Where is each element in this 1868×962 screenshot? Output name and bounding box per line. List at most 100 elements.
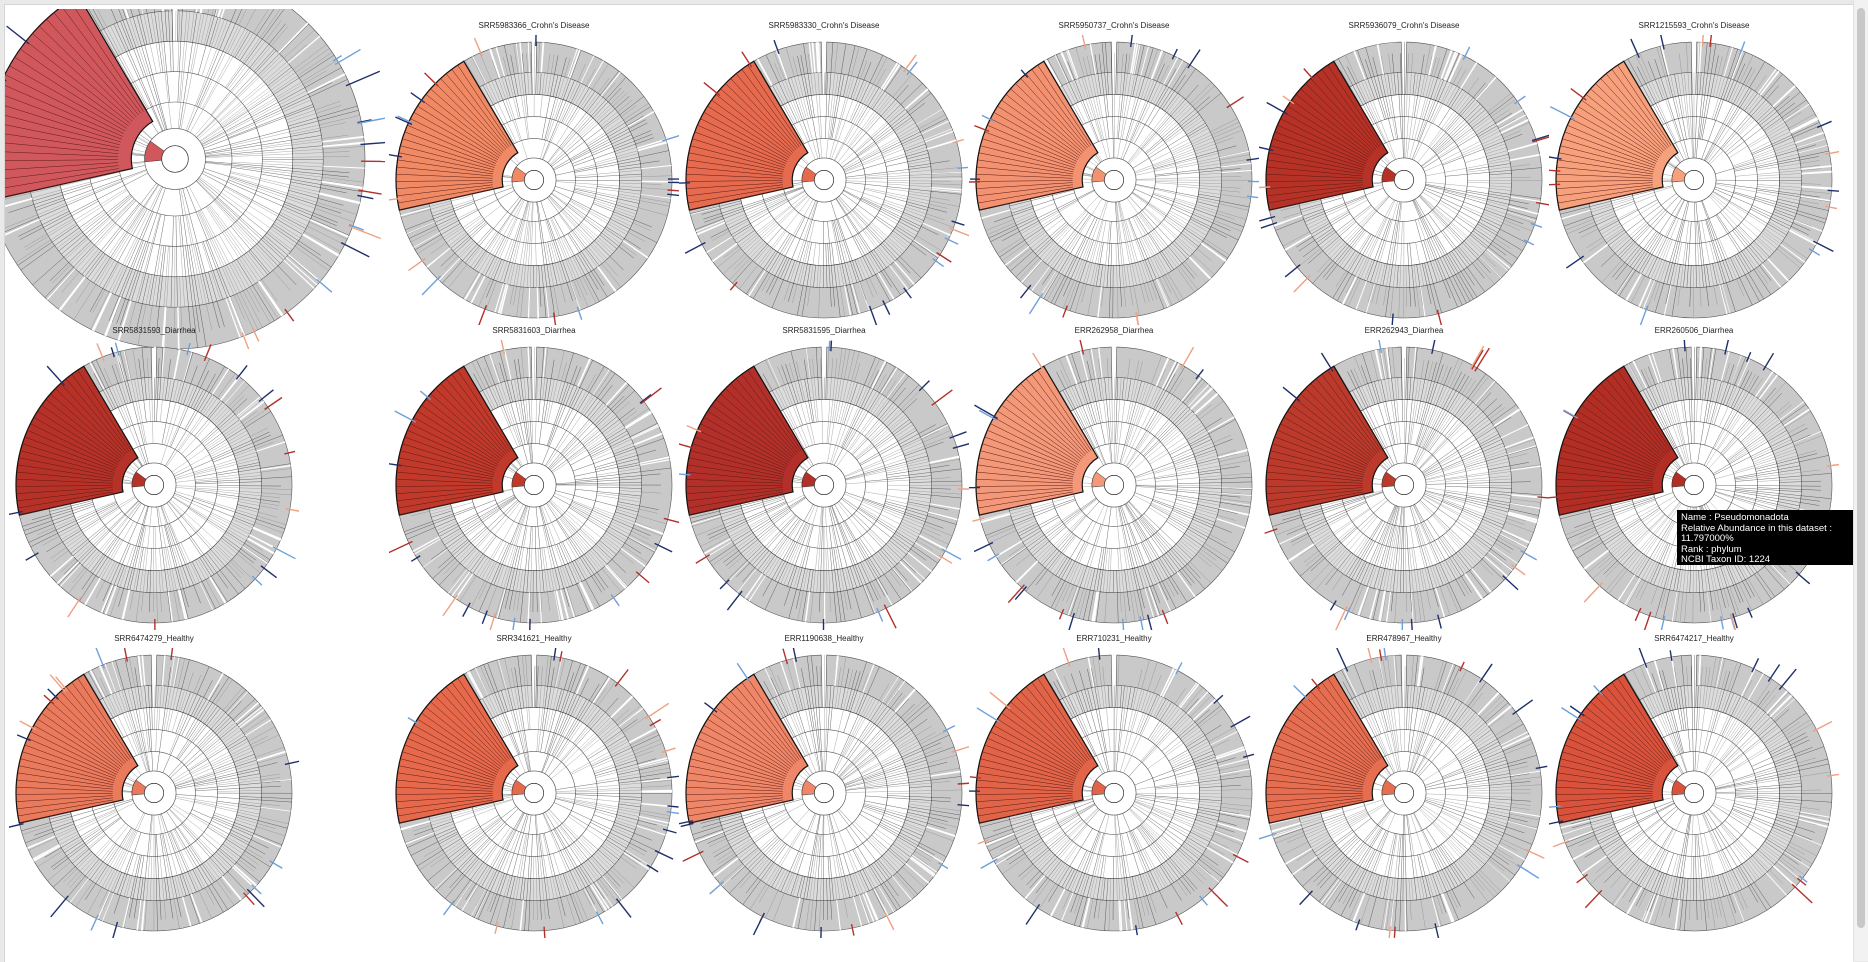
abundance-spike: [737, 663, 749, 681]
abundance-spike: [444, 901, 455, 915]
sunburst-panel[interactable]: SRR6474279_Healthy: [9, 634, 299, 940]
sunburst-panel[interactable]: ERR1190638_Healthy: [679, 634, 969, 940]
sunburst-panel[interactable]: SRR5983330_Crohn's Disease: [679, 21, 969, 327]
abundance-spike: [990, 692, 1010, 708]
abundance-spike: [317, 279, 332, 292]
sunburst-chart[interactable]: [969, 35, 1259, 325]
center-node: [1104, 170, 1123, 189]
abundance-spike: [358, 117, 385, 123]
sunburst-chart[interactable]: [9, 648, 299, 938]
abundance-spike: [884, 605, 896, 628]
sunburst-panel[interactable]: SRR5936079_Crohn's Disease: [1259, 21, 1549, 327]
sunburst-title: SRR1215593_Crohn's Disease: [1549, 21, 1839, 30]
abundance-spike: [957, 167, 968, 168]
center-node: [1394, 170, 1413, 189]
abundance-spike: [68, 597, 81, 617]
sunburst-title: SRR5983330_Crohn's Disease: [679, 21, 969, 30]
center-node: [1684, 475, 1703, 494]
sunburst-panel[interactable]: ERR710231_Healthy: [969, 634, 1259, 940]
abundance-spike: [981, 859, 998, 868]
abundance-spike: [1813, 241, 1833, 251]
sunburst-chart[interactable]: [1549, 35, 1839, 325]
sunburst-chart[interactable]: [679, 35, 969, 325]
center-node: [524, 475, 543, 494]
abundance-spike: [932, 390, 953, 405]
sunburst-chart[interactable]: [389, 648, 679, 938]
abundance-spike: [346, 71, 380, 85]
abundance-spike: [530, 619, 531, 630]
abundance-spike: [641, 388, 662, 404]
sunburst-panel[interactable]: ERR262958_Diarrhea: [969, 326, 1259, 632]
abundance-spike: [710, 882, 724, 894]
sunburst-panel[interactable]: SRR1215593_Crohn's Disease: [1549, 21, 1839, 327]
center-node: [144, 783, 163, 802]
sunburst-panel[interactable]: ERR260506_Diarrhea: [1549, 326, 1839, 632]
sunburst-chart[interactable]: [389, 35, 679, 325]
sunburst-panel[interactable]: ERR262943_Diarrhea: [1259, 326, 1549, 632]
sunburst-title: SRR5983366_Crohn's Disease: [389, 21, 679, 30]
sunburst-title: SRR341621_Healthy: [389, 634, 679, 643]
sunburst-panel[interactable]: SRR5831603_Diarrhea: [389, 326, 679, 632]
abundance-spike: [974, 543, 993, 552]
abundance-spike: [1227, 97, 1244, 108]
abundance-spike: [50, 675, 65, 693]
abundance-spike: [937, 253, 952, 262]
sunburst-chart[interactable]: [1259, 340, 1549, 630]
abundance-spike: [942, 549, 961, 559]
sunburst-panel[interactable]: SRR5831593_Diarrhea: [9, 326, 299, 632]
sunburst-title: SRR5831593_Diarrhea: [9, 326, 299, 335]
sunburst-panel[interactable]: SRR341621_Healthy: [389, 634, 679, 940]
sunburst-title: SRR5936079_Crohn's Disease: [1259, 21, 1549, 30]
abundance-spike: [1584, 583, 1602, 602]
sunburst-panel[interactable]: SRR5983366_Crohn's Disease: [389, 21, 679, 327]
abundance-spike: [443, 595, 458, 616]
center-node: [524, 783, 543, 802]
sunburst-chart[interactable]: [679, 340, 969, 630]
abundance-spike: [1267, 102, 1288, 114]
abundance-spike: [704, 83, 720, 96]
abundance-spike: [974, 405, 997, 418]
abundance-spike: [949, 228, 969, 238]
sunburst-chart[interactable]: [1259, 648, 1549, 938]
abundance-spike: [1026, 904, 1039, 924]
abundance-spike: [389, 542, 413, 554]
sunburst-chart[interactable]: [1259, 35, 1549, 325]
abundance-spike: [1566, 256, 1583, 268]
abundance-spike: [1008, 585, 1024, 603]
abundance-spike: [685, 242, 705, 253]
sunburst-chart[interactable]: [969, 340, 1259, 630]
abundance-spike: [1030, 293, 1043, 314]
abundance-spike: [349, 226, 381, 238]
sunburst-chart[interactable]: [1549, 340, 1839, 630]
abundance-spike: [425, 73, 439, 86]
abundance-spike: [831, 341, 832, 352]
center-node: [814, 475, 833, 494]
abundance-spike: [422, 276, 440, 295]
abundance-spike: [636, 572, 649, 583]
abundance-spike: [1550, 107, 1574, 119]
center-node: [162, 146, 189, 173]
abundance-spike: [259, 390, 274, 402]
abundance-spike: [95, 648, 104, 669]
abundance-spike: [1512, 565, 1526, 575]
sunburst-panel[interactable]: ERR478967_Healthy: [1259, 634, 1549, 940]
abundance-spike: [7, 26, 29, 44]
abundance-spike: [907, 62, 917, 75]
sunburst-chart[interactable]: [9, 340, 299, 630]
sunburst-title: SRR5831603_Diarrhea: [389, 326, 679, 335]
sunburst-title: ERR260506_Diarrhea: [1549, 326, 1839, 335]
abundance-spike: [655, 851, 673, 860]
sunburst-title: ERR710231_Healthy: [969, 634, 1259, 643]
abundance-spike: [1503, 576, 1518, 590]
sunburst-panel[interactable]: SRR5831595_Diarrhea: [679, 326, 969, 632]
center-node: [814, 783, 833, 802]
sunburst-chart[interactable]: [969, 648, 1259, 938]
sunburst-title: ERR1190638_Healthy: [679, 634, 969, 643]
center-node: [1104, 783, 1123, 802]
abundance-spike: [1796, 572, 1810, 584]
abundance-spike: [51, 896, 68, 917]
sunburst-chart[interactable]: [679, 648, 969, 938]
sunburst-chart[interactable]: [389, 340, 679, 630]
sunburst-panel[interactable]: SRR5950737_Crohn's Disease: [969, 21, 1259, 327]
